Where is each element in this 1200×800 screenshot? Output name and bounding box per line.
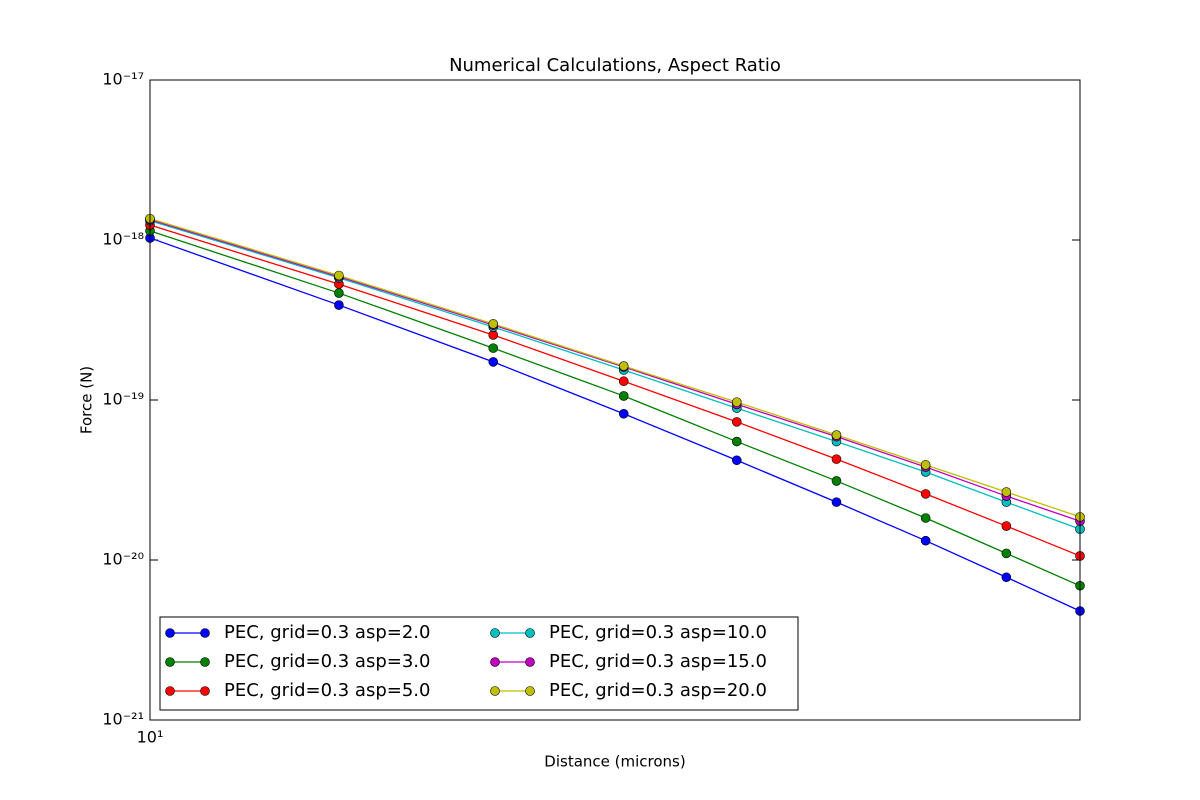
y-tick-label: 10⁻¹⁹: [102, 390, 144, 409]
data-point: [920, 489, 931, 499]
legend-label: PEC, grid=0.3 asp=2.0: [224, 622, 430, 643]
chart-title: Numerical Calculations, Aspect Ratio: [449, 55, 781, 76]
legend-label: PEC, grid=0.3 asp=5.0: [224, 680, 430, 701]
data-point: [731, 455, 742, 466]
x-axis-label: Distance (microns): [544, 753, 685, 771]
x-tick-label: 10¹: [137, 728, 164, 747]
legend-marker: [525, 686, 535, 696]
data-point: [488, 357, 499, 367]
data-point: [618, 361, 629, 371]
legend: PEC, grid=0.3 asp=2.0 PEC, grid=0.3 asp=3…: [159, 616, 799, 711]
data-point: [831, 430, 842, 440]
y-tick-label: 10⁻¹⁸: [102, 230, 144, 249]
legend-marker: [200, 657, 210, 667]
data-point: [488, 330, 499, 340]
legend-marker: [165, 657, 175, 667]
legend-marker: [525, 657, 535, 667]
y-axis-label: Force (N): [78, 366, 96, 434]
data-point: [618, 376, 629, 387]
plot-frame: [149, 79, 1081, 721]
legend-label: PEC, grid=0.3 asp=10.0: [549, 622, 767, 643]
data-point: [334, 288, 344, 298]
data-point: [731, 397, 742, 407]
data-point: [731, 436, 742, 447]
legend-label: PEC, grid=0.3 asp=3.0: [224, 651, 430, 672]
y-tick-label: 10⁻¹⁷: [102, 70, 144, 89]
data-point: [618, 408, 629, 419]
legend-box: [159, 616, 799, 711]
data-point: [488, 319, 499, 329]
legend-marker: [490, 686, 500, 696]
data-point: [920, 460, 931, 470]
data-point: [920, 513, 931, 523]
data-point: [1001, 572, 1012, 583]
data-point: [831, 454, 842, 464]
legend-marker: [165, 628, 175, 638]
data-point: [831, 476, 842, 486]
y-tick-label: 10⁻²⁰: [102, 550, 144, 569]
legend-marker: [200, 686, 210, 696]
data-point: [1001, 548, 1012, 559]
data-point: [334, 300, 344, 310]
data-point: [1001, 521, 1012, 531]
data-point: [831, 497, 842, 507]
legend-marker: [165, 686, 175, 696]
data-point: [488, 343, 499, 353]
y-tick-label: 10⁻²¹: [102, 710, 144, 729]
legend-label: PEC, grid=0.3 asp=15.0: [549, 651, 767, 672]
data-point: [731, 417, 742, 427]
data-point: [334, 270, 344, 281]
data-point: [920, 535, 931, 546]
legend-marker: [200, 628, 210, 638]
data-point: [618, 391, 629, 401]
legend-marker: [525, 628, 535, 638]
legend-label: PEC, grid=0.3 asp=20.0: [549, 680, 767, 701]
data-point: [1001, 487, 1012, 497]
legend-marker: [490, 657, 500, 667]
legend-marker: [490, 628, 500, 638]
